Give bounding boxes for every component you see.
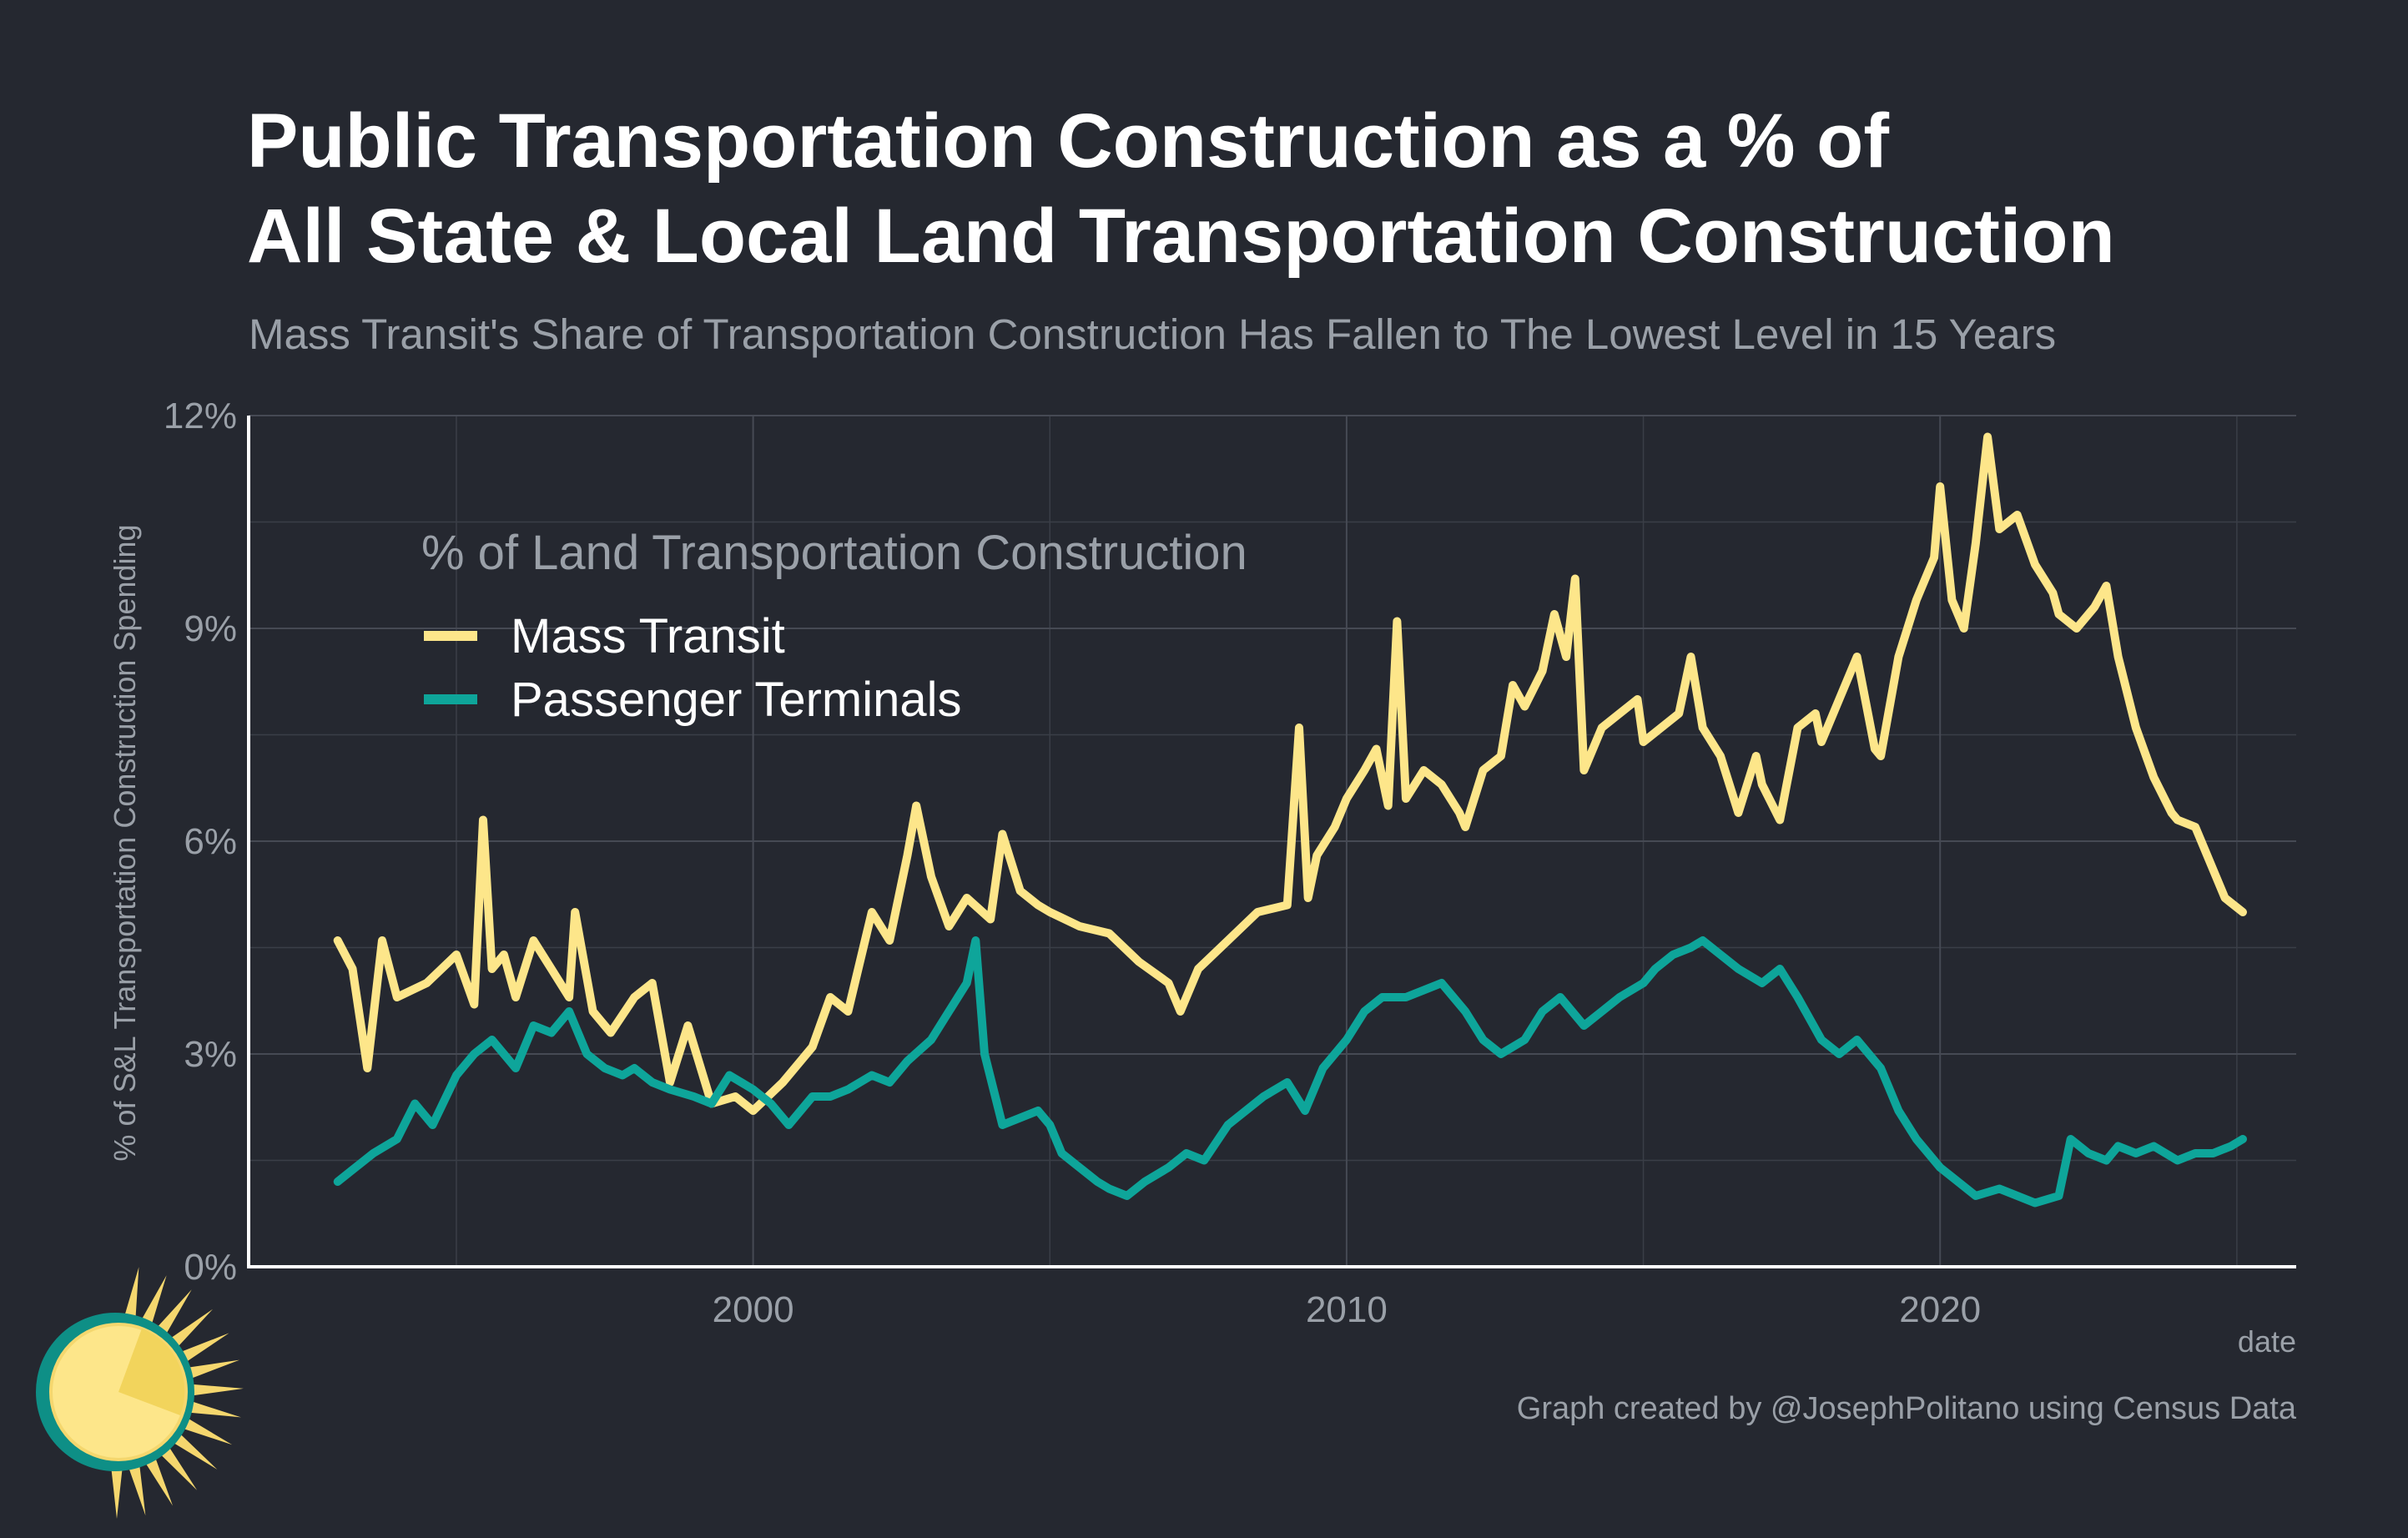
series-line-passenger-terminals — [333, 936, 2247, 1208]
sun-rays-icon — [110, 1267, 244, 1519]
sun-shade-icon — [118, 1329, 185, 1415]
x-tick-label: 2020 — [1899, 1289, 1981, 1330]
chart-title-line1: Public Transportation Construction as a … — [247, 98, 1889, 184]
x-tick-label: 2000 — [713, 1289, 794, 1330]
x-tick-label: 2010 — [1306, 1289, 1388, 1330]
chart-subtitle: Mass Transit's Share of Transportation C… — [249, 310, 2056, 358]
y-tick-label: 0% — [184, 1247, 237, 1288]
legend-label-mass-transit: Mass Transit — [511, 609, 785, 663]
y-axis-label: % of S&L Transportation Construction Spe… — [108, 524, 142, 1161]
y-tick-label: 3% — [184, 1034, 237, 1075]
sun-logo — [36, 1267, 244, 1519]
series-line-mass-transit — [333, 432, 2247, 1115]
y-tick-label: 6% — [184, 821, 237, 862]
y-tick-label: 12% — [164, 396, 237, 436]
legend-label-passenger-terminals: Passenger Terminals — [511, 673, 962, 727]
x-axis-label: date — [2238, 1324, 2296, 1359]
caption: Graph created by @JosephPolitano using C… — [1517, 1391, 2297, 1426]
y-tick-label: 9% — [184, 608, 237, 649]
chart-title-line2: All State & Local Land Transportation Co… — [247, 194, 2115, 279]
plot-area: 0% 3% 6% 9% 12% 2000 2010 2020 — [164, 396, 2296, 1330]
legend-title: % of Land Transportation Construction — [421, 526, 1247, 580]
